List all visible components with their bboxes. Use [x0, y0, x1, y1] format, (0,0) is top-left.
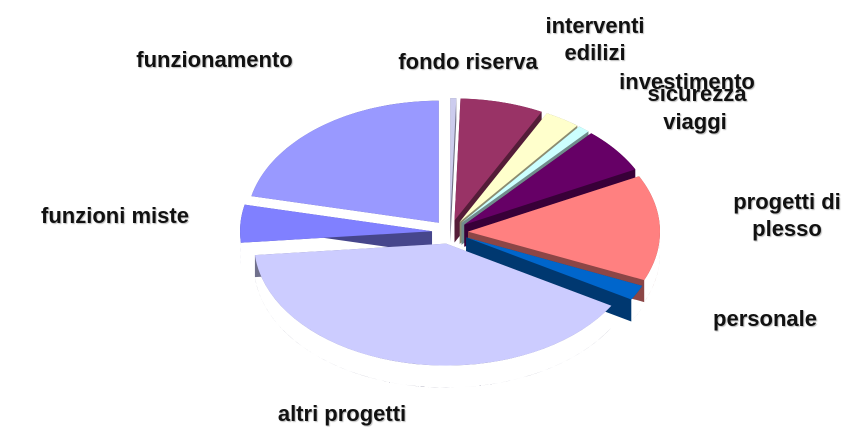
slice	[464, 133, 636, 225]
slice-label: personale	[713, 306, 817, 331]
slice-label: funzionamento	[136, 47, 293, 72]
slice-label: interventi edilizi	[545, 13, 645, 65]
slice-label: progetti di plesso	[733, 189, 841, 241]
slice	[240, 204, 433, 243]
slice	[251, 100, 439, 223]
slice	[466, 237, 643, 300]
slice-label: altri progetti	[277, 401, 407, 426]
slice-label: viaggi	[663, 109, 727, 134]
slice	[254, 243, 612, 366]
slice	[459, 113, 578, 222]
slice-side	[466, 237, 643, 322]
slice	[450, 98, 457, 221]
slice	[454, 98, 542, 221]
slice-label: sicurezza	[647, 81, 747, 106]
slice	[467, 176, 660, 281]
slice-label: investimento	[619, 69, 755, 94]
slice	[461, 126, 589, 223]
slice-label: fondo riserva	[398, 49, 538, 74]
slice-label: funzioni miste	[41, 203, 189, 228]
